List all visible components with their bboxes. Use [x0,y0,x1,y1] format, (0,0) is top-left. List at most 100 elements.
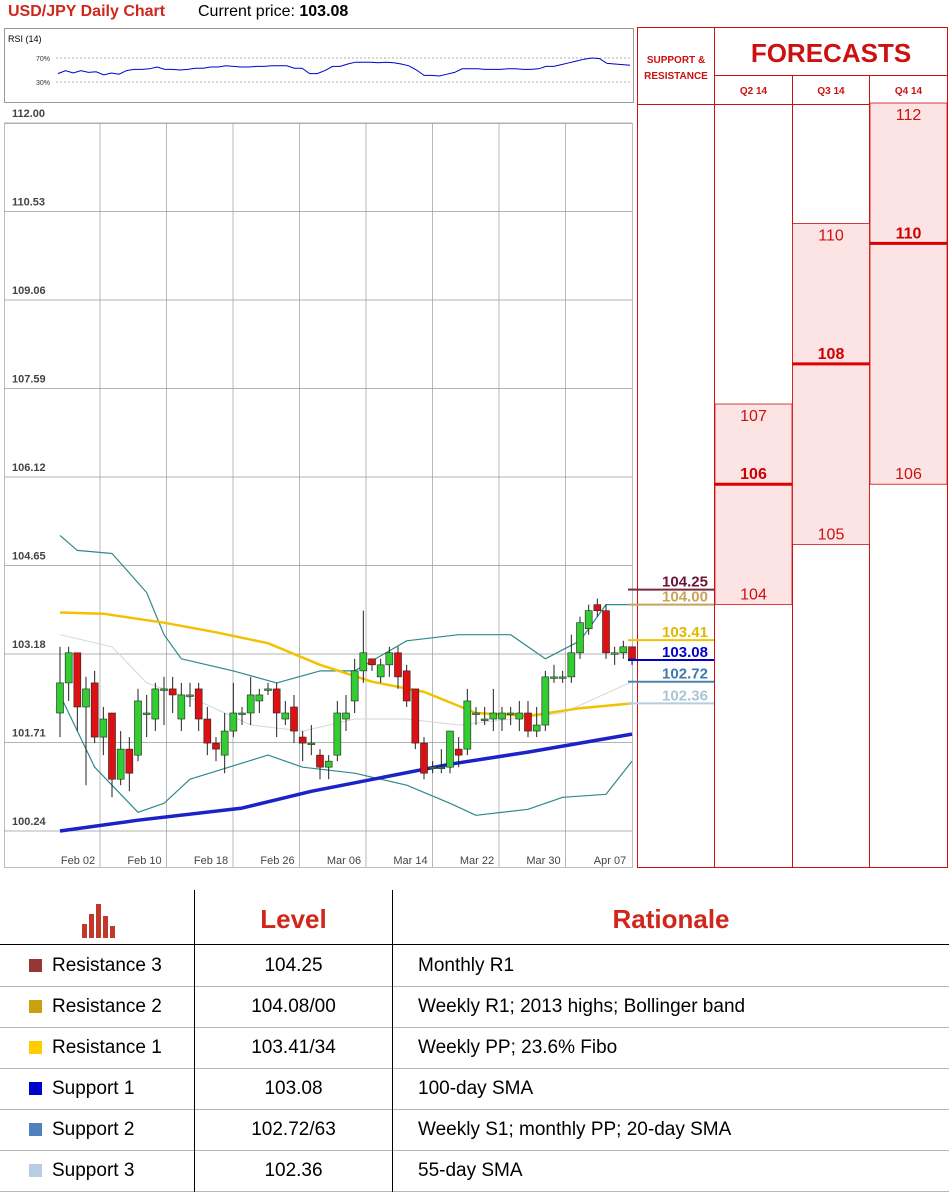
candle-body [628,646,636,660]
level-rationale: Monthly R1 [418,955,515,976]
candle [515,700,524,732]
candle-body [186,694,194,697]
candle [411,688,420,750]
candle [264,682,272,695]
x-tick-label: Feb 02 [61,855,95,867]
candle [541,670,550,732]
candle-body [264,688,272,691]
rsi-frame [4,28,634,103]
current-price: Current price: 103.08 [198,3,348,21]
candle [463,688,472,756]
candle [272,682,281,738]
forecasts-header: FORECASTS [751,38,911,68]
candle-body [324,760,333,768]
support-resistance-header: SUPPORT & [647,55,705,66]
quarter-label: Q4 14 [895,86,923,97]
rsi-panel: RSI (14) 70% 30% [4,28,634,103]
candle-body [220,730,229,756]
candle-body [593,604,602,611]
x-tick-label: Feb 26 [260,855,294,867]
candle [428,761,437,774]
level-rationale: Weekly S1; monthly PP; 20-day SMA [418,1119,732,1140]
candle [186,682,194,707]
y-tick-label: 103.18 [12,639,46,651]
candle-body [168,688,177,696]
forecast-high-label: 112 [896,107,922,124]
candle [246,676,255,726]
level-label: 103.08 [662,644,708,661]
level-color-swatch [29,1123,42,1136]
rsi-tick-label: 70% [36,56,50,63]
candle-body [411,688,420,744]
y-tick-label: 106.12 [12,462,46,474]
candle [342,694,350,732]
candle [281,700,290,726]
y-tick-label: 109.06 [12,285,46,297]
candle [82,676,90,786]
candle-body [359,652,368,672]
candle-body [160,688,168,691]
candle-body [272,688,281,714]
candle [160,676,168,726]
table-header: Level Rationale [0,890,949,945]
candle [108,712,116,798]
candle [558,670,567,683]
candle-body [567,652,576,678]
candle [584,604,593,635]
level-column-header: Level [260,904,327,934]
candle-body [376,664,385,678]
level-value: 102.36 [264,1160,323,1181]
candle [220,713,229,774]
candle [567,634,576,683]
candle-body [177,694,186,720]
column-divider [194,890,195,1192]
forecast-range [714,403,793,606]
level-name: Resistance 2 [52,996,162,1017]
rsi-tick-label: 30% [36,80,50,87]
quarter-label: Q2 14 [740,86,768,97]
forecast-mid-label: 106 [740,466,767,483]
candle-body [64,652,73,684]
candle [212,737,220,762]
candle-body [203,718,212,744]
candle-body [99,718,108,738]
level-name: Support 3 [52,1160,135,1181]
candle-body [619,646,628,654]
candle-body [480,718,489,721]
candle-body [454,748,463,756]
candle [229,682,238,738]
x-tick-label: Feb 10 [127,855,161,867]
candle [56,646,64,738]
y-tick-label: 100.24 [12,816,47,828]
candle-body [541,676,550,726]
x-tick-label: Feb 18 [194,855,228,867]
table-row: Resistance 1 103.41/34 Weekly PP; 23.6% Fi… [0,1027,949,1069]
forecast-range [792,223,870,545]
forecast-high-label: 110 [818,227,844,244]
y-tick-label: 112.00 [12,108,45,120]
forecast-range [869,102,948,485]
candle-body [56,682,64,714]
candle [125,737,134,792]
candle [298,731,307,762]
table-row: Support 1 103.08 100-day SMA [0,1068,949,1110]
y-tick-label: 110.53 [12,197,45,209]
candle [576,616,584,659]
candle-body [116,748,125,780]
candle [203,706,212,756]
candle-body [333,712,342,756]
level-color-swatch [29,1164,42,1177]
candle [532,706,541,738]
candle [402,664,411,707]
candle [506,706,515,726]
level-label: 103.41 [662,624,708,641]
candle-body [515,712,524,720]
forecast-panel: SUPPORT & RESISTANCE FORECASTS Q2 14 107 106 1… [637,27,948,868]
level-label: 104.25 [662,574,708,591]
candle-body [134,700,142,756]
bollinger-lower-line [59,694,633,816]
candle-body [402,670,411,702]
candle-body [532,724,541,732]
candle [368,658,376,671]
forecast-high-label: 107 [740,408,767,425]
